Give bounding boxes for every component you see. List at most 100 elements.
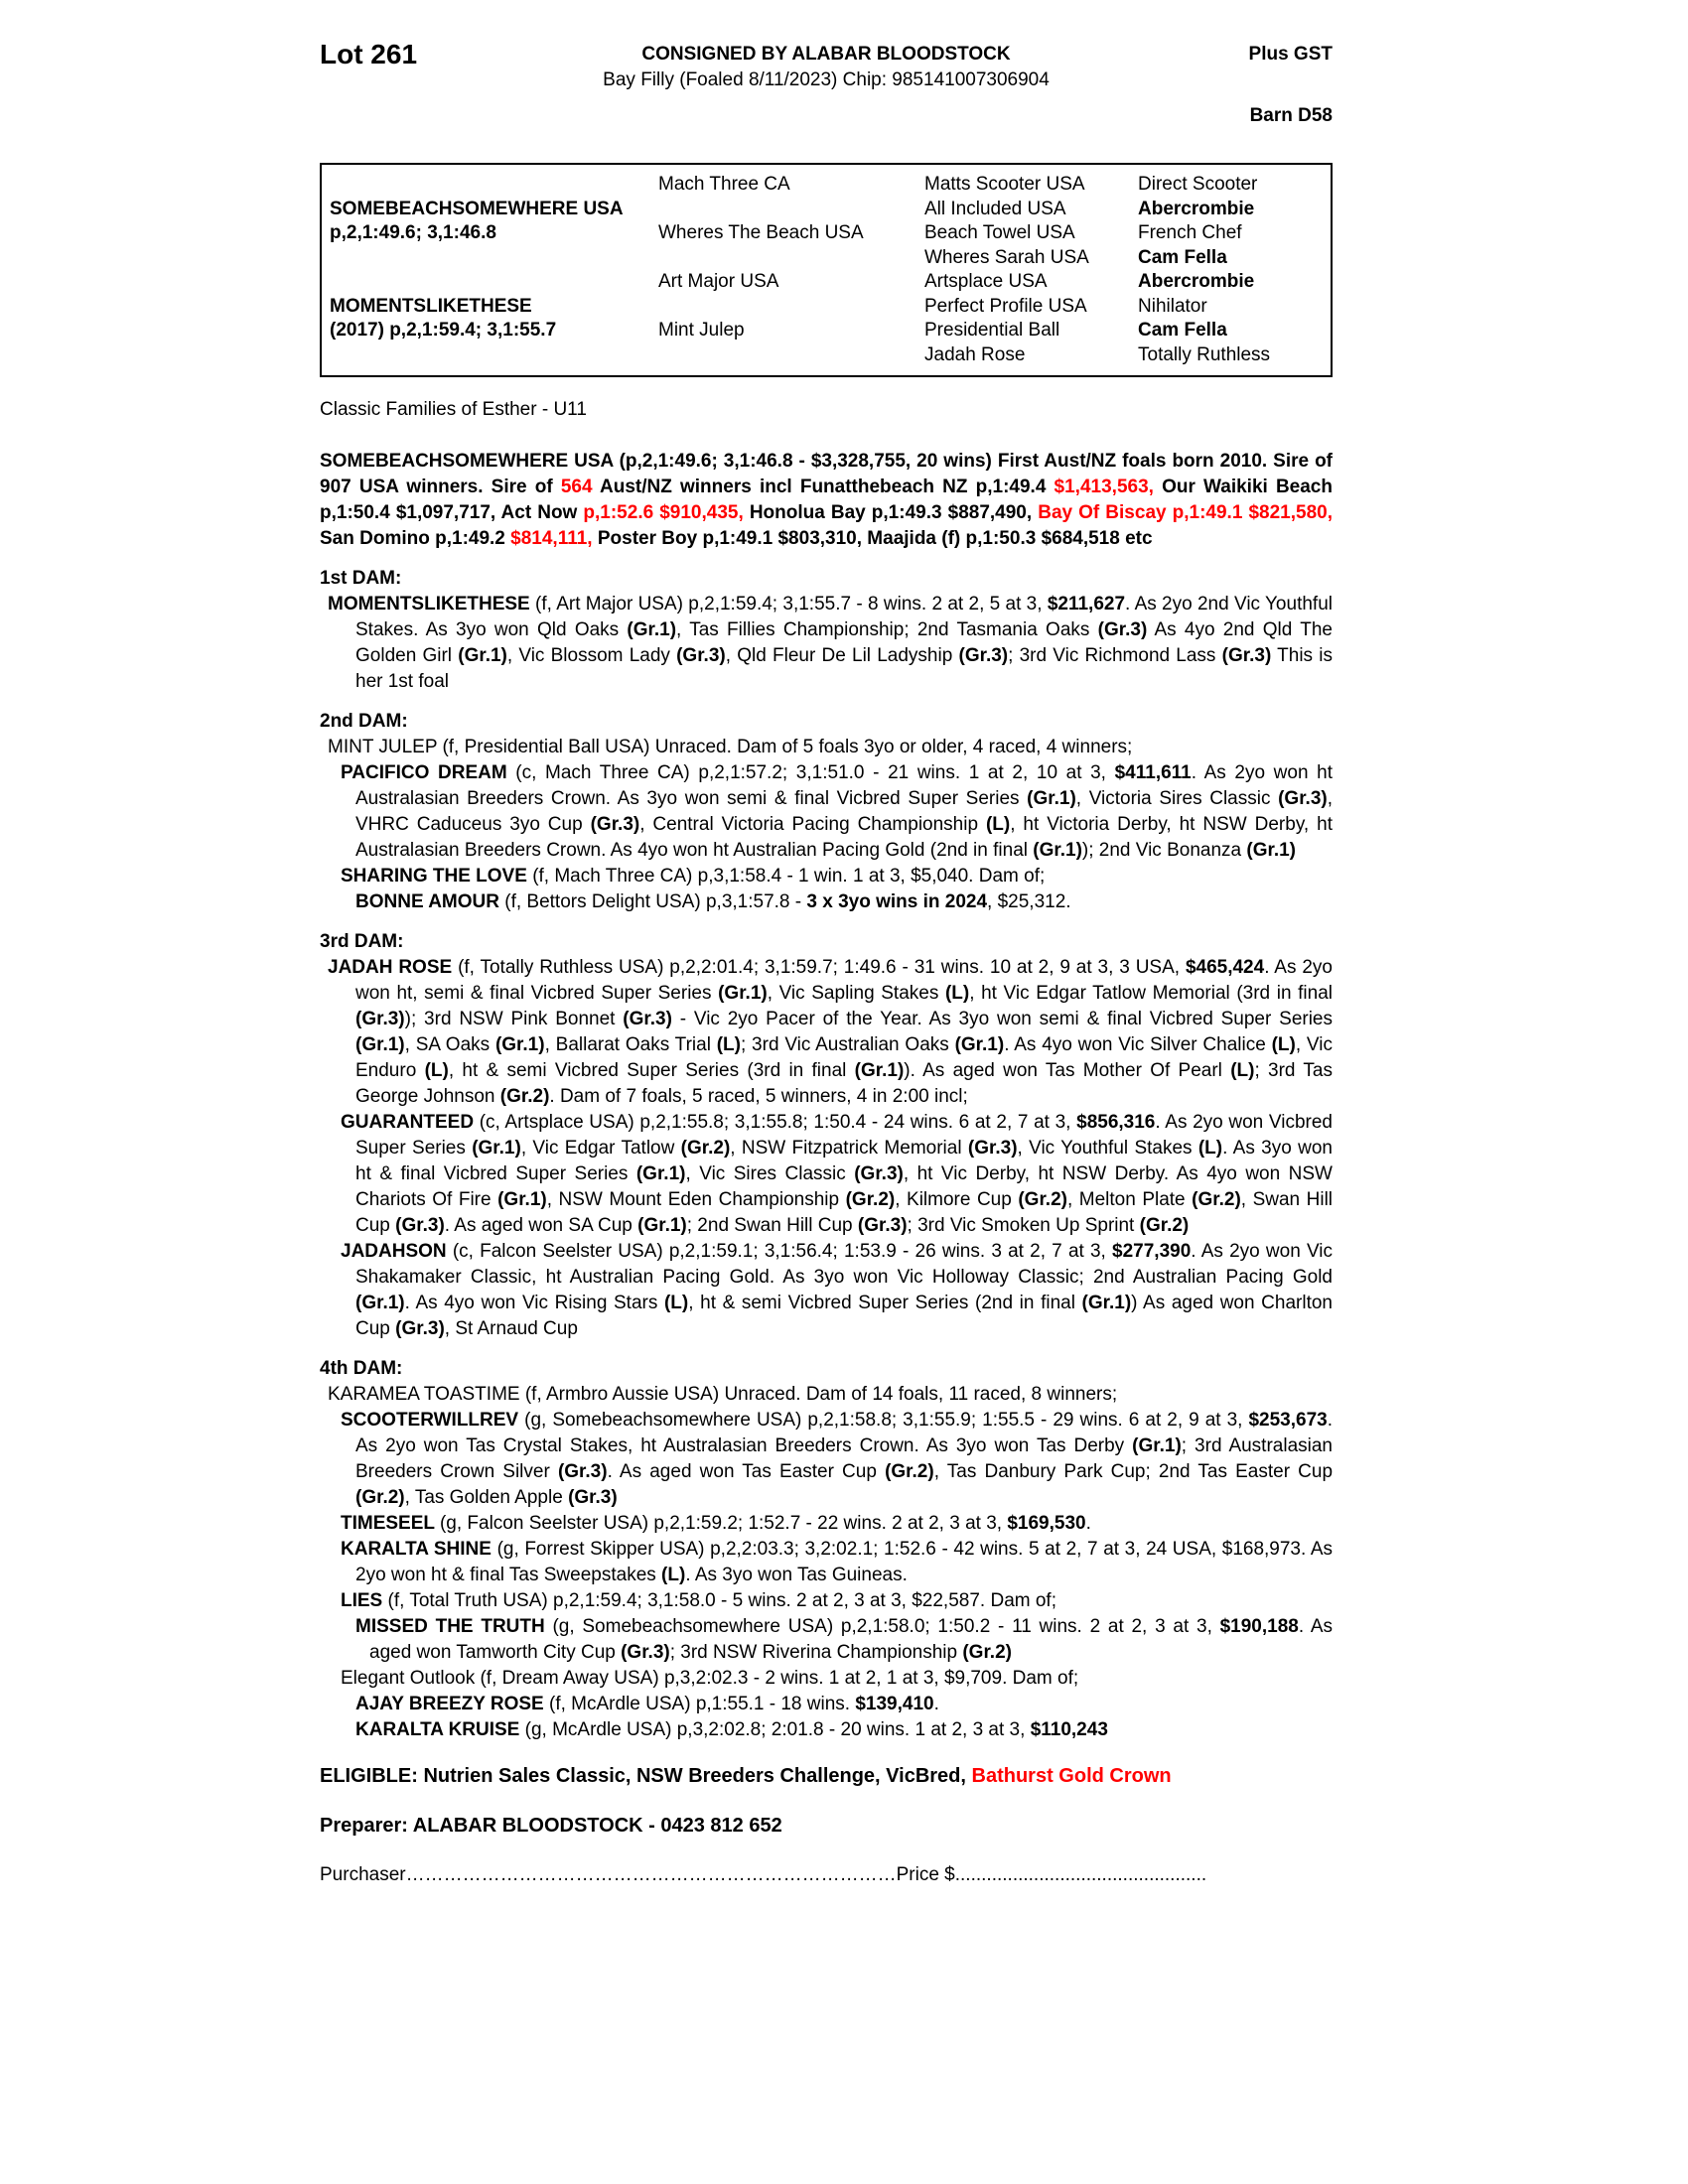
text-segment: .	[933, 1694, 939, 1714]
horse-paragraph-missed-the-truth: MISSED THE TRUTH (g, Somebeachsomewhere …	[320, 1614, 1333, 1666]
consignor-title: CONSIGNED BY ALABAR BLOODSTOCK	[641, 44, 1011, 65]
pedigree-ancestor: Wheres The Beach USA	[658, 222, 864, 243]
text-segment: (Gr.2)	[355, 1487, 405, 1508]
text-segment: (c, Falcon Seelster USA) p,2,1:59.1; 3,1…	[452, 1241, 1113, 1262]
text-segment: (Gr.3)	[557, 1461, 608, 1482]
pedigree-ancestor: Totally Ruthless	[1138, 343, 1271, 365]
text-segment: , Vic Sires Classic	[685, 1163, 855, 1184]
text-segment: (Gr.1)	[635, 1163, 686, 1184]
text-segment: . As aged won SA Cup	[444, 1215, 638, 1236]
text-segment: . As 3yo won ht & final Vicbred Super Se…	[355, 1138, 1333, 1184]
text-segment: (Gr.1)	[718, 983, 768, 1004]
text-segment: . As 2yo won ht, semi & final Vicbred Su…	[355, 957, 1333, 1004]
text-segment: (Gr.1)	[1081, 1293, 1132, 1313]
page-content: Lot 261 CONSIGNED BY ALABAR BLOODSTOCK B…	[320, 39, 1333, 1888]
text-segment: BONNE AMOUR	[355, 891, 505, 912]
text-segment: , VHRC Caduceus 3yo Cup	[355, 788, 1333, 835]
dam-heading-4: 4th DAM:	[320, 1358, 403, 1379]
horse-paragraph-bonne-amour: BONNE AMOUR (f, Bettors Delight USA) p,3…	[320, 889, 1333, 915]
pedigree-ancestor: Cam Fella	[1138, 246, 1227, 268]
text-segment: MINT JULEP (f, Presidential Ball USA) Un…	[328, 737, 1133, 757]
text-segment: ) As aged won Charlton Cup	[355, 1293, 1333, 1339]
gst-note: Plus GST	[1248, 44, 1333, 65]
text-segment: . As 2yo won Vicbred Super Series	[355, 1112, 1333, 1159]
text-segment: (L)	[1271, 1034, 1296, 1055]
text-segment: (Gr.3)	[967, 1138, 1018, 1159]
text-segment: (L)	[716, 1034, 741, 1055]
text-segment: (Gr.3)	[623, 1009, 672, 1029]
consignor-block: CONSIGNED BY ALABAR BLOODSTOCK Bay Filly…	[320, 42, 1333, 93]
pedigree-ancestor: Mach Three CA	[658, 174, 790, 195]
horse-paragraph-momentslikethese: MOMENTSLIKETHESE (f, Art Major USA) p,2,…	[320, 592, 1333, 695]
text-segment: , Vic Blossom Lady	[506, 645, 677, 666]
text-segment: $190,188	[1219, 1616, 1299, 1637]
text-segment: (Gr.1)	[497, 1189, 547, 1210]
price-dots: ........................................…	[954, 1864, 1207, 1885]
text-segment: ); 3rd NSW Pink Bonnet	[404, 1009, 624, 1029]
text-segment: .	[1085, 1513, 1091, 1534]
sire-summary: SOMEBEACHSOMEWHERE USA (p,2,1:49.6; 3,1:…	[320, 449, 1333, 552]
pedigree-table: Mach Three CA Matts Scooter USA Direct S…	[320, 163, 1333, 377]
text-segment: (Gr.3)	[1221, 645, 1272, 666]
dam-section-4: 4th DAM: KARAMEA TOASTIME (f, Armbro Aus…	[320, 1356, 1333, 1743]
text-segment: , Tas Golden Apple	[404, 1487, 569, 1508]
pedigree-cell	[322, 343, 658, 368]
text-segment: $211,627	[1047, 594, 1126, 614]
text-segment: , ht & semi Vicbred Super Series (2nd in…	[688, 1293, 1082, 1313]
horse-paragraph-scooterwillrev: SCOOTERWILLREV (g, Somebeachsomewhere US…	[320, 1408, 1333, 1511]
text-segment: (Gr.2)	[499, 1086, 550, 1107]
text-segment: (Gr.1)	[1132, 1435, 1182, 1456]
pedigree-cell	[322, 173, 658, 198]
pedigree-grid: Mach Three CA Matts Scooter USA Direct S…	[322, 173, 1331, 367]
pedigree-ancestor: Wheres Sarah USA	[924, 246, 1089, 268]
pedigree-ancestor	[658, 343, 924, 368]
text-segment: , Vic Sapling Stakes	[767, 983, 945, 1004]
text-segment: TIMESEEL	[341, 1513, 440, 1534]
text-segment: (Gr.2)	[680, 1138, 731, 1159]
highlighted-text: Bathurst Gold Crown	[971, 1765, 1172, 1787]
text-segment: (Gr.1)	[458, 645, 507, 666]
pedigree-ancestor: All Included USA	[924, 198, 1066, 219]
pedigree-ancestor: Matts Scooter USA	[924, 174, 1085, 195]
pedigree-ancestor: Jadah Rose	[924, 343, 1026, 365]
text-segment: (g, Somebeachsomewhere USA) p,2,1:58.0; …	[552, 1616, 1220, 1637]
text-segment: (g, Forrest Skipper USA) p,2,2:03.3; 3,2…	[355, 1539, 1333, 1585]
text-segment: KARALTA KRUISE	[355, 1719, 525, 1740]
highlighted-text: 564	[560, 477, 593, 497]
text-segment: . As 2yo 2nd Vic Youthful Stakes. As 3yo…	[355, 594, 1333, 640]
pedigree-ancestor: Beach Towel USA	[924, 222, 1075, 243]
text-segment: , Vic Enduro	[355, 1034, 1333, 1081]
text-segment: , St Arnaud Cup	[444, 1318, 578, 1339]
text-segment: . As 2yo won Vic Shakamaker Classic, ht …	[355, 1241, 1334, 1288]
text-segment: - Vic 2yo Pacer of the Year. As 3yo won …	[671, 1009, 1333, 1029]
text-segment: (Gr.3)	[676, 645, 726, 666]
text-segment: (Gr.2)	[962, 1642, 1012, 1663]
text-segment: ; 3rd Vic Smoken Up Sprint	[907, 1215, 1140, 1236]
text-segment: (c, Mach Three CA) p,2,1:57.2; 3,1:51.0 …	[515, 762, 1115, 783]
text-segment: (L)	[1197, 1138, 1223, 1159]
text-segment: (Gr.3)	[568, 1487, 618, 1508]
horse-paragraph-ajay-breezy-rose: AJAY BREEZY ROSE (f, McArdle USA) p,1:55…	[320, 1692, 1333, 1717]
text-segment: (Gr.3)	[395, 1215, 445, 1236]
sire-name: SOMEBEACHSOMEWHERE USA	[330, 198, 624, 219]
horse-paragraph-jadahson: JADAHSON (c, Falcon Seelster USA) p,2,1:…	[320, 1239, 1333, 1342]
text-segment: GUARANTEED	[341, 1112, 480, 1133]
pedigree-ancestor: Abercrombie	[1138, 198, 1255, 219]
text-segment: , ht Vic Edgar Tatlow Memorial (3rd in f…	[969, 983, 1333, 1004]
text-segment: San Domino p,1:49.2	[320, 528, 511, 549]
lot-number: Lot 261	[320, 39, 418, 69]
text-segment: . As 3yo won Tas Guineas.	[685, 1565, 908, 1585]
text-segment: (Gr.1)	[1027, 788, 1076, 809]
text-segment: , $25,312.	[987, 891, 1071, 912]
text-segment: This is her 1st foal	[355, 645, 1333, 692]
text-segment: (Gr.1)	[494, 1034, 545, 1055]
text-segment: (Gr.3)	[395, 1318, 445, 1339]
text-segment: , Tas Fillies Championship; 2nd Tasmania…	[676, 619, 1098, 640]
text-segment: (f, Mach Three CA) p,3,1:58.4 - 1 win. 1…	[532, 866, 1046, 887]
pedigree-ancestor: Mint Julep	[658, 320, 745, 341]
text-segment: MISSED THE TRUTH	[355, 1616, 553, 1637]
text-segment: (Gr.2)	[845, 1189, 896, 1210]
text-segment: Poster Boy p,1:49.1 $803,310, Maajida (f…	[592, 528, 1153, 549]
text-segment: (Gr.1)	[355, 1293, 405, 1313]
highlighted-text: p,1:52.6 $910,435,	[583, 502, 744, 523]
